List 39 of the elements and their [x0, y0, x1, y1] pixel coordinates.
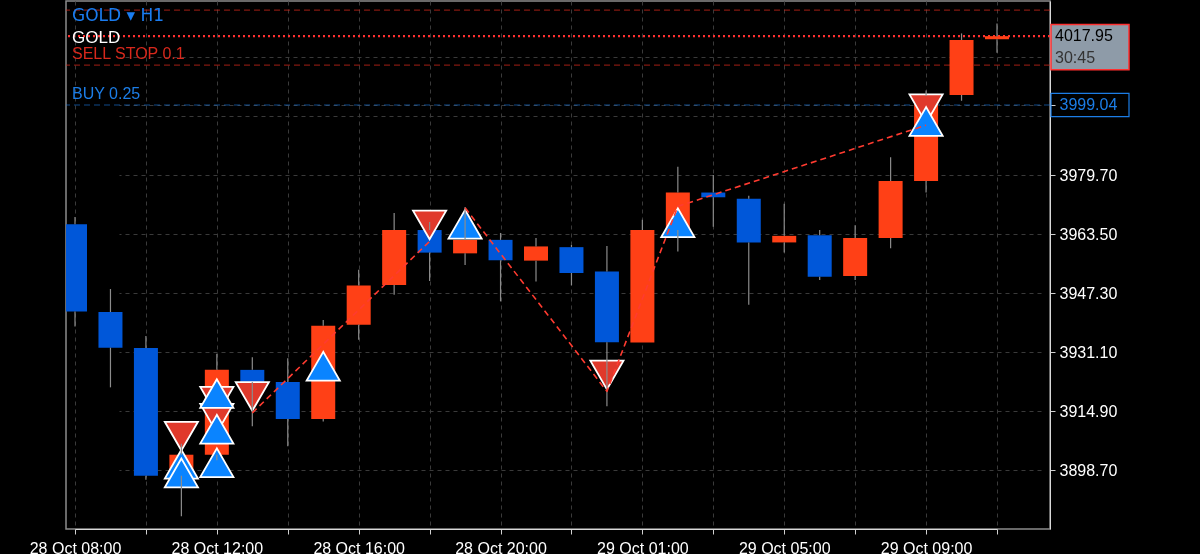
x-tick-label: 29 Oct 01:00	[597, 539, 689, 554]
point	[199, 447, 235, 478]
candlestick	[275, 357, 300, 447]
y-tick-label: 3999.04	[1059, 96, 1118, 114]
point	[908, 106, 944, 137]
point	[199, 413, 235, 445]
ref-line-label: 4017.95	[1055, 27, 1113, 45]
candlestick	[594, 245, 619, 407]
candlestick	[453, 206, 478, 266]
point	[163, 420, 199, 452]
chart-title: GOLD ▾ H1	[72, 5, 165, 25]
x-tick-label: 29 Oct 05:00	[738, 539, 831, 554]
x-tick-label: 28 Oct 20:00	[455, 539, 547, 554]
ref-line-label: BUY 0.25	[72, 85, 141, 102]
candlestick	[985, 22, 1009, 54]
text: GOLD	[72, 28, 121, 47]
candlestick	[524, 237, 548, 282]
x-tick-label: 28 Oct 08:00	[29, 539, 122, 554]
point	[412, 209, 448, 241]
x-tick-label: 28 Oct 16:00	[313, 539, 406, 554]
y-tick-label: 3947.30	[1059, 284, 1118, 302]
point	[305, 350, 341, 382]
point	[234, 381, 270, 412]
point	[163, 457, 199, 489]
point	[660, 207, 696, 239]
y-tick-label: 3963.50	[1059, 225, 1118, 243]
point	[199, 378, 235, 409]
x-tick-label: 28 Oct 12:00	[171, 539, 264, 554]
x-tick-label: 29 Oct 09:00	[880, 539, 973, 554]
candlestick	[772, 203, 797, 254]
candlestick	[736, 195, 761, 306]
y-tick-label: 3914.90	[1059, 402, 1118, 420]
y-tick-label: 3979.70	[1059, 166, 1118, 184]
text: 30:45	[1055, 49, 1096, 67]
y-tick-label: 3898.70	[1059, 461, 1118, 479]
candlestick	[133, 335, 158, 481]
y-tick-label: 3931.10	[1059, 343, 1118, 361]
candlestick	[98, 288, 123, 388]
ref-line-label: SELL STOP 0.1	[72, 45, 185, 63]
